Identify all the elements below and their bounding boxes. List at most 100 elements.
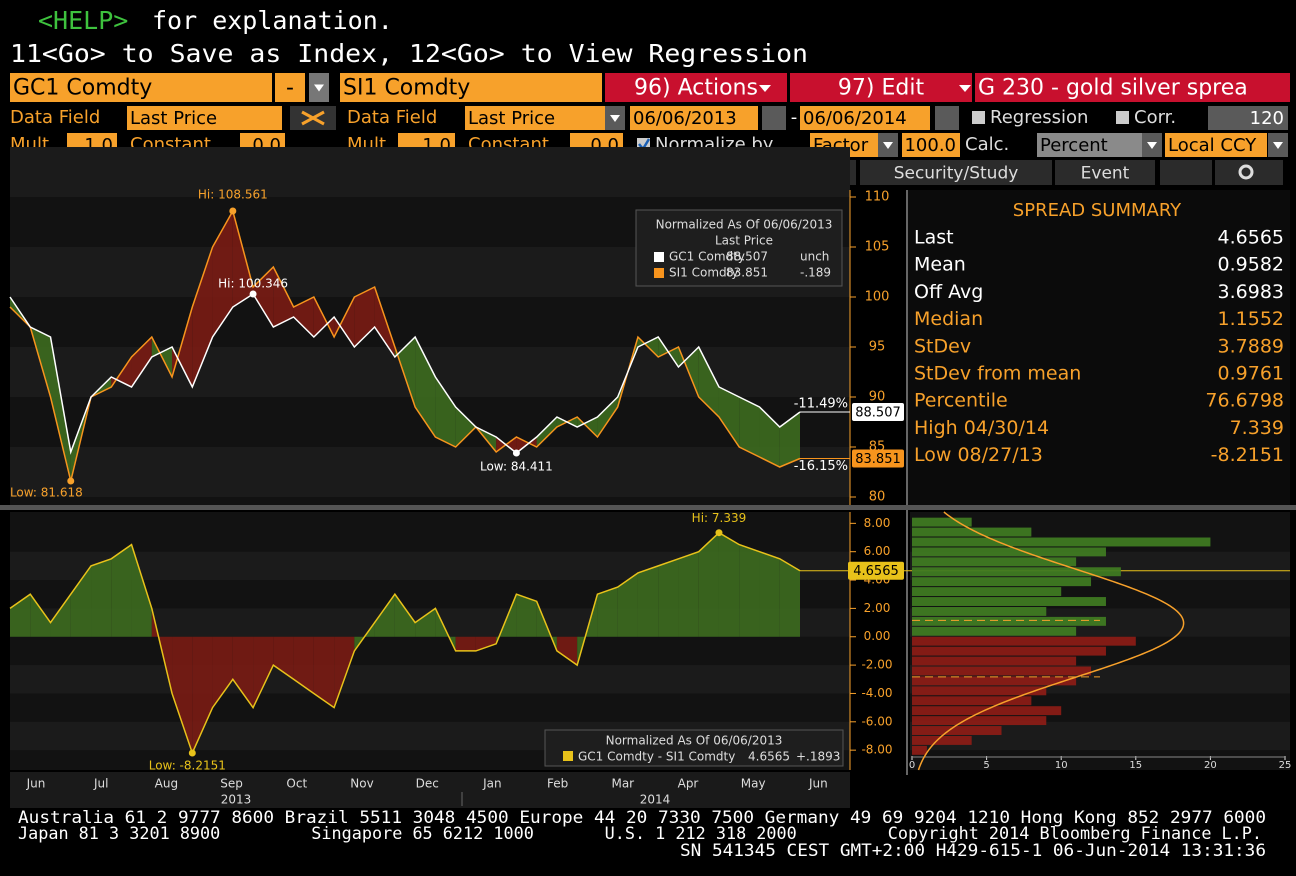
last-value: 4.6565: [853, 564, 899, 579]
legend-change: -.189: [800, 266, 831, 280]
legend-box: [635, 209, 843, 287]
panel-tab-box[interactable]: [1055, 160, 1155, 185]
spread-fill: [374, 287, 395, 357]
x-axis-band: [10, 772, 850, 808]
y-tick-label: -8.00: [861, 743, 892, 757]
histogram-bar: [912, 547, 1106, 557]
swap-icon: [301, 110, 325, 126]
dropdown-arrow: [610, 115, 620, 122]
corr-window-box[interactable]: [1208, 106, 1288, 130]
end-date: 06/06/2014: [803, 108, 907, 129]
x-tick-label: Jul: [93, 777, 108, 791]
summary-label: Off Avg: [914, 281, 983, 303]
histogram-bar: [912, 716, 1047, 726]
histogram-bar: [912, 517, 972, 527]
end-date-box[interactable]: [800, 106, 930, 130]
field-select-box[interactable]: [465, 106, 605, 130]
summary-value: 7.339: [1230, 417, 1284, 439]
legend-subtitle: Last Price: [715, 234, 773, 248]
footer-line: Australia 61 2 9777 8600 Brazil 5511 304…: [18, 808, 1266, 828]
legend-label: SI1 Comdty: [669, 266, 738, 280]
spread-fill: [273, 267, 294, 327]
calc-select: Percent: [1040, 135, 1108, 156]
operator-field-box[interactable]: [275, 73, 305, 102]
spread-fill: [698, 347, 719, 417]
legend-label: GC1 Comdty - SI1 Comdty: [578, 750, 735, 764]
x-tick-label: Feb: [547, 777, 568, 791]
spread-fill: [293, 297, 314, 337]
start-date: 06/06/2013: [633, 108, 737, 129]
security-field-box[interactable]: [340, 73, 602, 102]
spread-fill: [394, 337, 416, 407]
actions-button-box[interactable]: [605, 73, 787, 102]
x-tick-label: 10: [1055, 760, 1068, 771]
tool-button[interactable]: [1160, 160, 1212, 185]
spread-area: [455, 636, 476, 651]
field-select-box[interactable]: [127, 106, 282, 130]
edit-button-box[interactable]: [790, 73, 972, 102]
histogram-bar: [912, 626, 1077, 636]
summary-value: -8.2151: [1211, 444, 1284, 466]
currency-select: Local CCY: [1168, 135, 1257, 156]
spread-fill: [50, 337, 71, 481]
y-tick-label: 105: [865, 240, 890, 255]
histogram-bar: [912, 696, 1032, 706]
legend-title: Normalized As Of 06/06/2013: [606, 734, 783, 748]
security-field: SI1 Comdty: [343, 76, 470, 101]
histogram-bar: [912, 706, 1062, 716]
last-value-tag: [852, 449, 904, 468]
currency-select-box[interactable]: [1165, 133, 1267, 157]
spread-area: [678, 551, 699, 637]
panel-tab-box[interactable]: [860, 160, 1052, 185]
annotation: Low: 84.411: [480, 460, 553, 474]
spread-fill: [232, 211, 254, 307]
grid-band: [10, 147, 850, 197]
security-field: GC1 Comdty: [13, 76, 152, 101]
summary-title: SPREAD SUMMARY: [1013, 200, 1182, 221]
spread-area: [192, 636, 213, 753]
histogram-bar: [912, 745, 927, 755]
calendar-button[interactable]: [762, 106, 786, 130]
price-line: [9, 292, 801, 455]
extreme-marker: [512, 449, 520, 457]
x-tick-label: Jun: [808, 777, 828, 791]
spread-area: [475, 636, 497, 651]
spread-area: [374, 594, 395, 637]
tool-button[interactable]: [1215, 160, 1283, 185]
spread-fill: [597, 397, 618, 437]
calc-select-box[interactable]: [1037, 133, 1142, 157]
spread-fill: [253, 267, 274, 327]
extreme-marker: [229, 207, 237, 215]
legend-box: [544, 729, 844, 767]
y-tick-label: -6.00: [861, 714, 892, 728]
y-tick-label: -2.00: [861, 658, 892, 672]
footer-line: Japan 81 3 3201 8900 Singapore 65 6212 1…: [18, 824, 1262, 844]
command-hint: 11<Go> to Save as Index, 12<Go> to View …: [10, 39, 808, 68]
chart-title: G 230 - gold silver sprea: [978, 76, 1248, 101]
histogram-bar: [912, 616, 1106, 626]
summary-panel: [908, 190, 1290, 505]
checkbox[interactable]: [972, 111, 985, 124]
spread-area: [637, 565, 659, 637]
last-value: 83.851: [855, 452, 901, 467]
x-tick-label: 15: [1129, 760, 1142, 771]
security-field-box[interactable]: [10, 73, 272, 102]
start-date-box[interactable]: [630, 106, 758, 130]
actions-button: 96) Actions: [634, 76, 758, 101]
spread-fill: [739, 397, 760, 457]
histogram-bar: [912, 646, 1106, 656]
dropdown-arrow: [883, 142, 893, 149]
legend-change: unch: [800, 250, 829, 264]
summary-label: Percentile: [914, 390, 1008, 412]
x-tick-label: 25: [1279, 760, 1292, 771]
legend-value: 83.851: [726, 266, 768, 280]
spread-area: [212, 636, 233, 708]
calendar-button[interactable]: [935, 106, 959, 130]
dropdown-arrow: [314, 84, 324, 92]
x-tick-label: 0: [909, 760, 915, 771]
checkbox[interactable]: [1116, 111, 1129, 124]
spread-area: [516, 594, 537, 637]
chart-title-box[interactable]: [975, 73, 1290, 102]
summary-value: 3.7889: [1218, 335, 1284, 357]
factor-value-box[interactable]: [902, 133, 960, 157]
